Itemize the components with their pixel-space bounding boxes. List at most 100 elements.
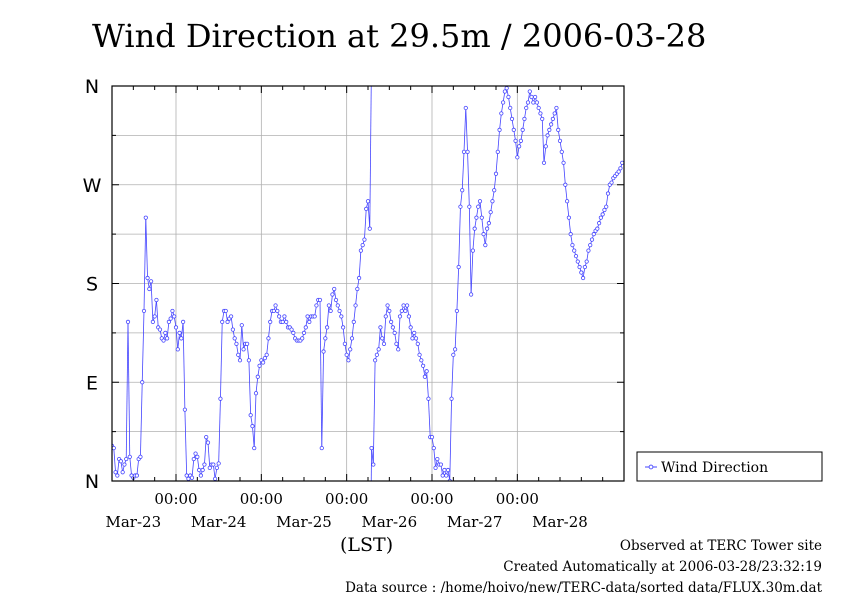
series-segment — [355, 288, 358, 306]
data-point — [417, 352, 422, 357]
data-point — [458, 204, 463, 209]
data-point — [474, 215, 479, 220]
data-point — [394, 341, 399, 346]
footer-site-note: Observed at TERC Tower site — [620, 538, 822, 554]
data-point — [552, 111, 557, 116]
data-point — [154, 297, 159, 303]
data-point — [586, 248, 591, 253]
data-point — [490, 199, 495, 204]
data-point — [257, 363, 262, 368]
data-point — [499, 111, 504, 116]
x-date-label: Mar-24 — [191, 513, 247, 531]
data-point — [460, 188, 465, 193]
series-segment — [319, 299, 323, 449]
data-point — [353, 303, 358, 308]
data-point — [470, 248, 475, 253]
data-point — [581, 275, 586, 281]
data-point — [125, 319, 131, 325]
series-segment — [252, 426, 255, 449]
data-point — [485, 226, 490, 231]
data-point — [422, 374, 427, 379]
y-tick-label: N — [85, 471, 99, 493]
y-axis-labels: N E S W N — [83, 76, 102, 493]
data-point — [373, 358, 378, 363]
data-point — [191, 456, 196, 462]
data-point — [584, 259, 589, 264]
data-point — [122, 462, 127, 467]
data-point — [179, 336, 184, 341]
plot-area — [111, 85, 625, 482]
x-time-label: 00:00 — [496, 490, 539, 508]
data-point — [479, 215, 484, 220]
data-point — [189, 475, 195, 480]
data-point — [280, 319, 285, 325]
data-point — [205, 440, 211, 445]
data-point — [483, 242, 488, 248]
data-point — [200, 467, 205, 473]
series-segment — [428, 398, 431, 438]
legend-label: Wind Direction — [661, 460, 768, 476]
data-point — [435, 456, 440, 462]
data-point — [349, 336, 355, 341]
data-point — [186, 476, 191, 481]
data-point — [493, 171, 499, 176]
series-segment — [207, 442, 211, 468]
data-point — [262, 356, 267, 361]
data-point — [364, 206, 369, 211]
chart-title: Wind Direction at 29.5m / 2006-03-28 — [92, 17, 706, 55]
series-segment — [364, 208, 367, 240]
data-point — [533, 94, 538, 100]
data-point — [445, 467, 451, 473]
data-point — [277, 314, 282, 319]
series-segment — [129, 456, 132, 476]
data-point — [204, 435, 209, 440]
data-point — [513, 138, 518, 143]
data-point — [141, 308, 147, 314]
data-point — [378, 325, 383, 330]
data-point — [392, 330, 397, 335]
data-point — [271, 308, 276, 314]
data-point — [440, 473, 445, 478]
series-segment — [541, 118, 545, 163]
data-point — [323, 336, 328, 341]
series-segment — [467, 151, 470, 207]
data-point — [241, 347, 246, 352]
data-point — [529, 94, 534, 100]
footer-created-note: Created Automatically at 2006-03-28/23:3… — [503, 559, 822, 575]
data-point — [602, 207, 607, 213]
data-point — [168, 316, 173, 321]
series-segment — [460, 190, 463, 207]
data-point — [223, 308, 228, 314]
data-point — [177, 330, 182, 335]
data-point — [534, 100, 539, 105]
data-point — [321, 349, 326, 354]
data-point — [264, 352, 269, 357]
data-point — [333, 297, 339, 303]
data-point — [143, 215, 148, 220]
series-segment — [330, 294, 333, 311]
data-point — [522, 116, 527, 122]
series-segment — [370, 448, 372, 481]
data-point — [357, 275, 362, 281]
data-point — [579, 270, 584, 275]
data-point — [250, 424, 255, 429]
data-point — [413, 336, 419, 341]
series-layer — [112, 86, 624, 481]
data-point — [554, 105, 559, 111]
data-point — [346, 358, 351, 363]
data-point — [405, 303, 410, 308]
data-point — [360, 242, 365, 248]
series-segment — [426, 371, 429, 399]
data-point — [138, 454, 143, 459]
data-point — [236, 352, 241, 357]
data-point — [472, 226, 477, 231]
data-point — [598, 215, 603, 220]
data-point — [502, 89, 507, 94]
data-point — [312, 314, 317, 319]
series-segment — [113, 448, 116, 473]
series-segment — [451, 354, 454, 399]
series-segment — [564, 184, 568, 202]
series-segment — [150, 281, 154, 322]
data-point — [497, 127, 502, 132]
footer-source-note: Data source : /home/hoivo/new/TERC-data/… — [345, 580, 822, 595]
